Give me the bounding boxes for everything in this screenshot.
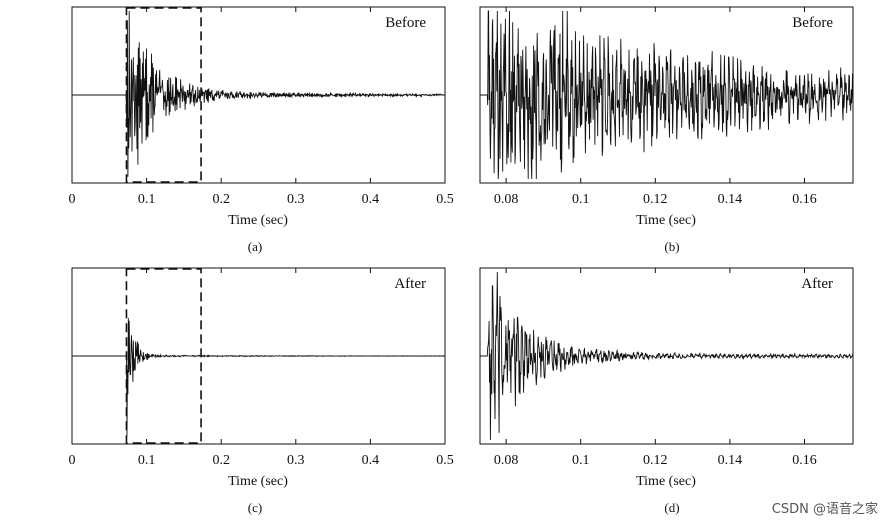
x-tick-label: 0.1 [138,453,156,468]
panel-d-caption: (d) [664,500,679,515]
panel-c-x-ticks: 0 0.1 0.2 0.3 0.4 0.5 [69,268,454,468]
x-tick-label: 0.12 [643,192,668,207]
x-tick-label: 0.14 [718,453,743,468]
panel-a-x-ticks: 0 0.1 0.2 0.3 0.4 0.5 [69,7,454,207]
x-tick-label: 0.1 [572,453,590,468]
x-tick-label: 0.14 [718,192,743,207]
panel-d-x-ticks: 0.08 0.1 0.12 0.14 0.16 [494,268,817,468]
x-tick-label: 0.5 [436,192,454,207]
panel-b-x-ticks: 0.08 0.1 0.12 0.14 0.16 [494,7,817,207]
panel-c-waveform [72,317,445,436]
panel-c-caption: (c) [248,500,262,515]
x-tick-label: 0.3 [287,192,305,207]
x-tick-label: 0.5 [436,453,454,468]
panel-b-caption: (b) [664,239,679,254]
panel-d-tag: After [801,276,833,292]
panel-d-xlabel: Time (sec) [636,474,696,489]
panel-d-waveform [480,271,854,441]
panel-b-xlabel: Time (sec) [636,213,696,228]
x-tick-label: 0.08 [494,453,519,468]
x-tick-label: 0.08 [494,192,519,207]
x-tick-label: 0.12 [643,453,668,468]
panel-d: After 0.08 0.1 0.12 0.14 0.16 Time (sec) (d) [479,267,854,515]
x-tick-label: 0.4 [362,192,380,207]
panel-a-xlabel: Time (sec) [228,213,288,228]
watermark: CSDN @语音之家 [772,501,878,517]
x-tick-label: 0.4 [362,453,380,468]
x-tick-label: 0 [69,192,76,207]
x-tick-label: 0.2 [212,192,230,207]
panel-c-xlabel: Time (sec) [228,474,288,489]
x-tick-label: 0.3 [287,453,305,468]
panel-b: Before 0.08 0.1 0.12 0.14 0.16 Time (sec) (b… [479,6,854,254]
panel-c-tag: After [394,276,426,292]
x-tick-label: 0.2 [212,453,230,468]
panel-b-tag: Before [792,15,833,31]
panel-a: Before 0 0.1 0.2 0.3 0.4 0.5 Time (sec) (a) [69,6,454,254]
x-tick-label: 0.16 [792,192,817,207]
panel-a-waveform [72,10,446,177]
panel-c: After 0 0.1 0.2 0.3 0.4 0.5 Time (sec) (c) [69,267,454,515]
panel-d-frame [479,267,854,445]
x-tick-label: 0.16 [792,453,817,468]
x-tick-label: 0.1 [572,192,590,207]
x-tick-label: 0 [69,453,76,468]
panel-a-tag: Before [385,15,426,31]
panel-b-waveform [480,10,854,180]
x-tick-label: 0.1 [138,192,156,207]
panel-a-caption: (a) [248,239,262,254]
panel-a-zoom-box [125,7,202,183]
panel-c-zoom-box [125,268,202,444]
